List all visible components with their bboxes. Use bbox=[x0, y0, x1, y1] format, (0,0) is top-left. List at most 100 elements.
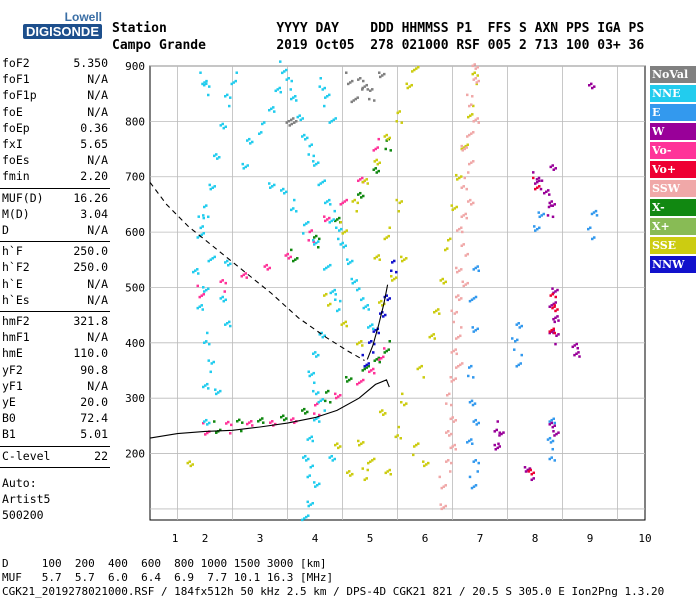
trace-point-nne bbox=[230, 82, 233, 86]
trace-point-noval bbox=[349, 81, 352, 84]
trace-point-nne bbox=[309, 503, 312, 506]
trace-point-sse bbox=[365, 178, 368, 181]
trace-point-noval bbox=[290, 122, 293, 126]
trace-point-nne bbox=[307, 504, 310, 508]
trace-point-nne bbox=[339, 243, 342, 246]
param-fof2: foF2 5.350 bbox=[2, 56, 108, 72]
trace-point-nne bbox=[327, 265, 330, 268]
trace-point-nne bbox=[228, 320, 231, 324]
trace-point-vo bbox=[373, 371, 376, 375]
trace-point-nne bbox=[314, 351, 317, 354]
trace-point-nnw bbox=[379, 312, 382, 315]
trace-point-e bbox=[587, 227, 590, 231]
param-hf: h`F 250.0 bbox=[2, 244, 108, 260]
trace-point-nne bbox=[203, 81, 206, 84]
trace-point-nne bbox=[323, 104, 326, 108]
trace-point-nne bbox=[312, 154, 315, 158]
trace-point-e bbox=[470, 399, 474, 403]
trace-point-ssw bbox=[460, 226, 463, 229]
trace-point-e bbox=[477, 461, 480, 465]
trace-point-nne bbox=[285, 68, 288, 72]
trace-point-w bbox=[548, 193, 551, 196]
trace-point-w bbox=[555, 334, 558, 337]
trace-point-nne bbox=[306, 136, 309, 140]
trace-point-nne bbox=[317, 240, 320, 243]
trace-point-sse bbox=[361, 180, 364, 184]
trace-point-vo bbox=[380, 356, 383, 360]
param-value: 250.0 bbox=[73, 244, 108, 259]
trace-point-nne bbox=[323, 409, 326, 412]
trace-point-ssw bbox=[457, 335, 460, 339]
trace-point-nne bbox=[316, 483, 319, 487]
trace-point-ssw bbox=[477, 79, 480, 83]
trace-point-nne bbox=[200, 233, 203, 236]
trace-point-noval bbox=[287, 119, 290, 123]
trace-point-nne bbox=[315, 355, 318, 358]
trace-point-sse bbox=[363, 478, 366, 482]
trace-point-w bbox=[528, 467, 531, 470]
trace-point-nne bbox=[244, 165, 247, 169]
trace-point-ssw bbox=[450, 432, 453, 436]
trace-point-nne bbox=[270, 107, 273, 111]
trace-point-ssw bbox=[460, 326, 463, 329]
trace-point-vo bbox=[245, 276, 248, 279]
trace-point-nnw bbox=[382, 315, 385, 318]
trace-point-w bbox=[550, 200, 553, 203]
trace-point-w bbox=[547, 189, 550, 192]
trace-point-sse bbox=[389, 473, 392, 476]
trace-point-x bbox=[315, 234, 318, 238]
param-b0: B0 72.4 bbox=[2, 411, 108, 427]
trace-point-sse bbox=[191, 463, 194, 466]
auto-l3: 500200 bbox=[2, 507, 44, 522]
trace-point-nne bbox=[310, 435, 313, 439]
param-fmin: fmin 2.20 bbox=[2, 169, 108, 185]
trace-point-vo bbox=[362, 378, 365, 382]
trace-point-e bbox=[466, 441, 469, 444]
param-value: N/A bbox=[87, 292, 108, 307]
trace-point-ssw bbox=[471, 64, 474, 68]
y-tick-label: 700 bbox=[125, 171, 145, 184]
trace-point-w bbox=[588, 84, 591, 87]
trace-point-nne bbox=[285, 190, 288, 194]
trace-point-ssw bbox=[452, 320, 455, 324]
trace-point-w bbox=[550, 304, 553, 307]
trace-point-sse bbox=[383, 237, 386, 241]
trace-point-noval bbox=[357, 78, 360, 81]
trace-point-nne bbox=[306, 438, 309, 441]
trace-point-w bbox=[557, 431, 560, 434]
trace-point-x bbox=[338, 216, 341, 220]
trace-point-nne bbox=[311, 464, 314, 468]
trace-point-ssw bbox=[459, 363, 462, 367]
trace-point-w bbox=[571, 345, 574, 349]
trace-point-vo bbox=[246, 422, 249, 426]
trace-point-e bbox=[548, 436, 552, 440]
trace-point-nne bbox=[229, 324, 232, 328]
trace-point-nne bbox=[199, 226, 202, 230]
trace-point-ssw bbox=[462, 185, 465, 188]
trace-point-ssw bbox=[477, 121, 480, 124]
trace-point-nne bbox=[329, 291, 332, 295]
trace-point-e bbox=[472, 330, 475, 333]
trace-point-nne bbox=[271, 185, 274, 188]
trace-point-w bbox=[526, 468, 529, 472]
param-value: 5.01 bbox=[80, 427, 108, 442]
trace-point-ssw bbox=[449, 417, 452, 421]
trace-point-vo bbox=[356, 382, 359, 386]
trace-point-sse bbox=[380, 299, 383, 303]
trace-point-ssw bbox=[464, 212, 467, 216]
trace-point-ssw bbox=[452, 349, 455, 353]
trace-point-e bbox=[477, 269, 480, 273]
trace-point-nne bbox=[272, 106, 275, 109]
trace-point-x bbox=[282, 414, 285, 418]
trace-point-vo bbox=[341, 201, 344, 205]
trace-point-sse bbox=[188, 460, 191, 463]
trace-point-ssw bbox=[442, 485, 445, 488]
trace-point-vo bbox=[339, 203, 342, 206]
param-value: 72.4 bbox=[80, 411, 108, 426]
trace-point-nne bbox=[207, 93, 210, 97]
param-label: h`F bbox=[2, 244, 23, 259]
trace-point-e bbox=[472, 268, 475, 271]
trace-point-sse bbox=[385, 236, 388, 239]
trace-point-w bbox=[545, 190, 548, 194]
trace-point-e bbox=[476, 327, 479, 331]
